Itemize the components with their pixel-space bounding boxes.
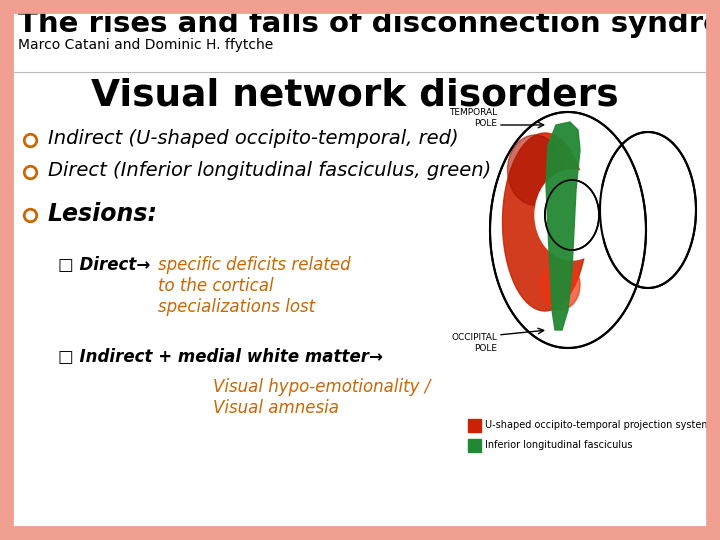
Text: The rises and falls of disconnection syndromes: The rises and falls of disconnection syn… (18, 10, 720, 38)
Text: □ Indirect + medial white matter→: □ Indirect + medial white matter→ (58, 348, 383, 366)
Text: Direct (Inferior longitudinal fasciculus, green): Direct (Inferior longitudinal fasciculus… (48, 161, 491, 180)
Text: Lesions:: Lesions: (48, 202, 158, 226)
Ellipse shape (503, 133, 588, 311)
Ellipse shape (535, 170, 609, 260)
Text: Visual network disorders: Visual network disorders (91, 78, 618, 114)
Text: Indirect (U-shaped occipito-temporal, red): Indirect (U-shaped occipito-temporal, re… (48, 130, 459, 148)
Text: OCCIPITAL
POLE: OCCIPITAL POLE (451, 333, 497, 353)
Text: Inferior longitudinal fasciculus: Inferior longitudinal fasciculus (485, 441, 632, 450)
Ellipse shape (508, 135, 562, 205)
Ellipse shape (540, 260, 580, 310)
Text: □ Direct→: □ Direct→ (58, 256, 150, 274)
Text: Visual hypo-emotionality /
Visual amnesia: Visual hypo-emotionality / Visual amnesi… (213, 378, 431, 417)
Bar (468, 439, 481, 452)
Text: TEMPORAL
POLE: TEMPORAL POLE (449, 109, 497, 127)
Text: U-shaped occipito-temporal projection system: U-shaped occipito-temporal projection sy… (485, 421, 711, 430)
Text: Marco Catani and Dominic H. ffytche: Marco Catani and Dominic H. ffytche (18, 38, 274, 52)
Bar (468, 419, 481, 432)
Text: specific deficits related
to the cortical
specializations lost: specific deficits related to the cortica… (158, 256, 351, 315)
Polygon shape (546, 122, 580, 330)
